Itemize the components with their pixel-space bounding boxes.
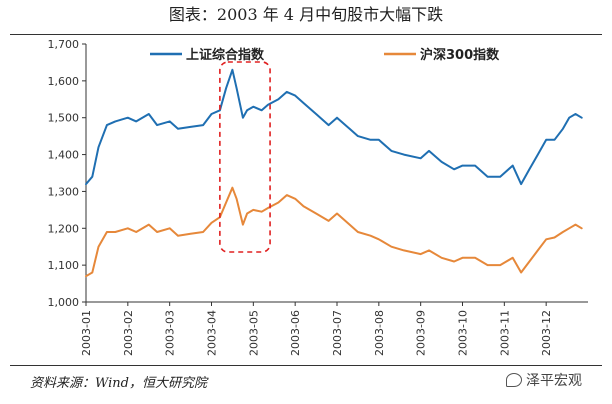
legend: 上证综合指数 沪深300指数 <box>150 47 500 63</box>
highlight-group <box>219 61 271 253</box>
y-tick-label: 1,100 <box>48 259 80 272</box>
axes: 1,000 1,100 1,200 1,300 1,400 1,500 1,600 1,700… <box>48 38 588 356</box>
x-tick-label: 2003-05 <box>247 310 260 356</box>
x-tick-label: 2003-06 <box>289 310 302 356</box>
x-tick-label: 2003-04 <box>206 310 219 356</box>
wechat-icon <box>506 373 522 387</box>
series-line-2 <box>85 186 583 278</box>
y-tick-label: 1,700 <box>48 38 80 51</box>
x-tick-label: 2003-08 <box>373 310 386 356</box>
x-tick-label: 2003-03 <box>164 310 177 356</box>
y-tick-label: 1,500 <box>48 112 80 125</box>
series-line-1 <box>85 68 583 186</box>
x-tick-label: 2003-11 <box>498 310 511 356</box>
highlight-box <box>219 61 271 253</box>
bottom-rule <box>10 365 602 366</box>
x-tick-label: 2003-01 <box>80 310 93 356</box>
x-tick-label: 2003-07 <box>331 310 344 356</box>
source-note: 资料来源：Wind，恒大研究院 <box>30 376 207 391</box>
x-tick-label: 2003-09 <box>415 310 428 356</box>
watermark: 泽平宏观 <box>506 370 582 390</box>
legend-label-2: 沪深300指数 <box>420 47 500 63</box>
y-tick-label: 1,600 <box>48 75 80 88</box>
x-tick-label: 2003-12 <box>540 310 553 356</box>
y-tick-label: 1,000 <box>48 296 80 309</box>
line-chart: 上证综合指数 沪深300指数 1,0001,1001,2001,3001,4001… <box>48 38 588 356</box>
x-tick-label: 2003-10 <box>457 310 470 356</box>
y-tick-label: 1,300 <box>48 185 80 198</box>
x-tick-label: 2003-02 <box>122 310 135 356</box>
top-rule <box>10 34 602 35</box>
series-group <box>85 68 583 278</box>
chart-title: 图表：2003 年 4 月中旬股市大幅下跌 <box>168 5 444 24</box>
y-tick-label: 1,400 <box>48 149 80 162</box>
y-tick-label: 1,200 <box>48 222 80 235</box>
watermark-label: 泽平宏观 <box>526 373 582 389</box>
legend-label-1: 上证综合指数 <box>186 47 265 63</box>
